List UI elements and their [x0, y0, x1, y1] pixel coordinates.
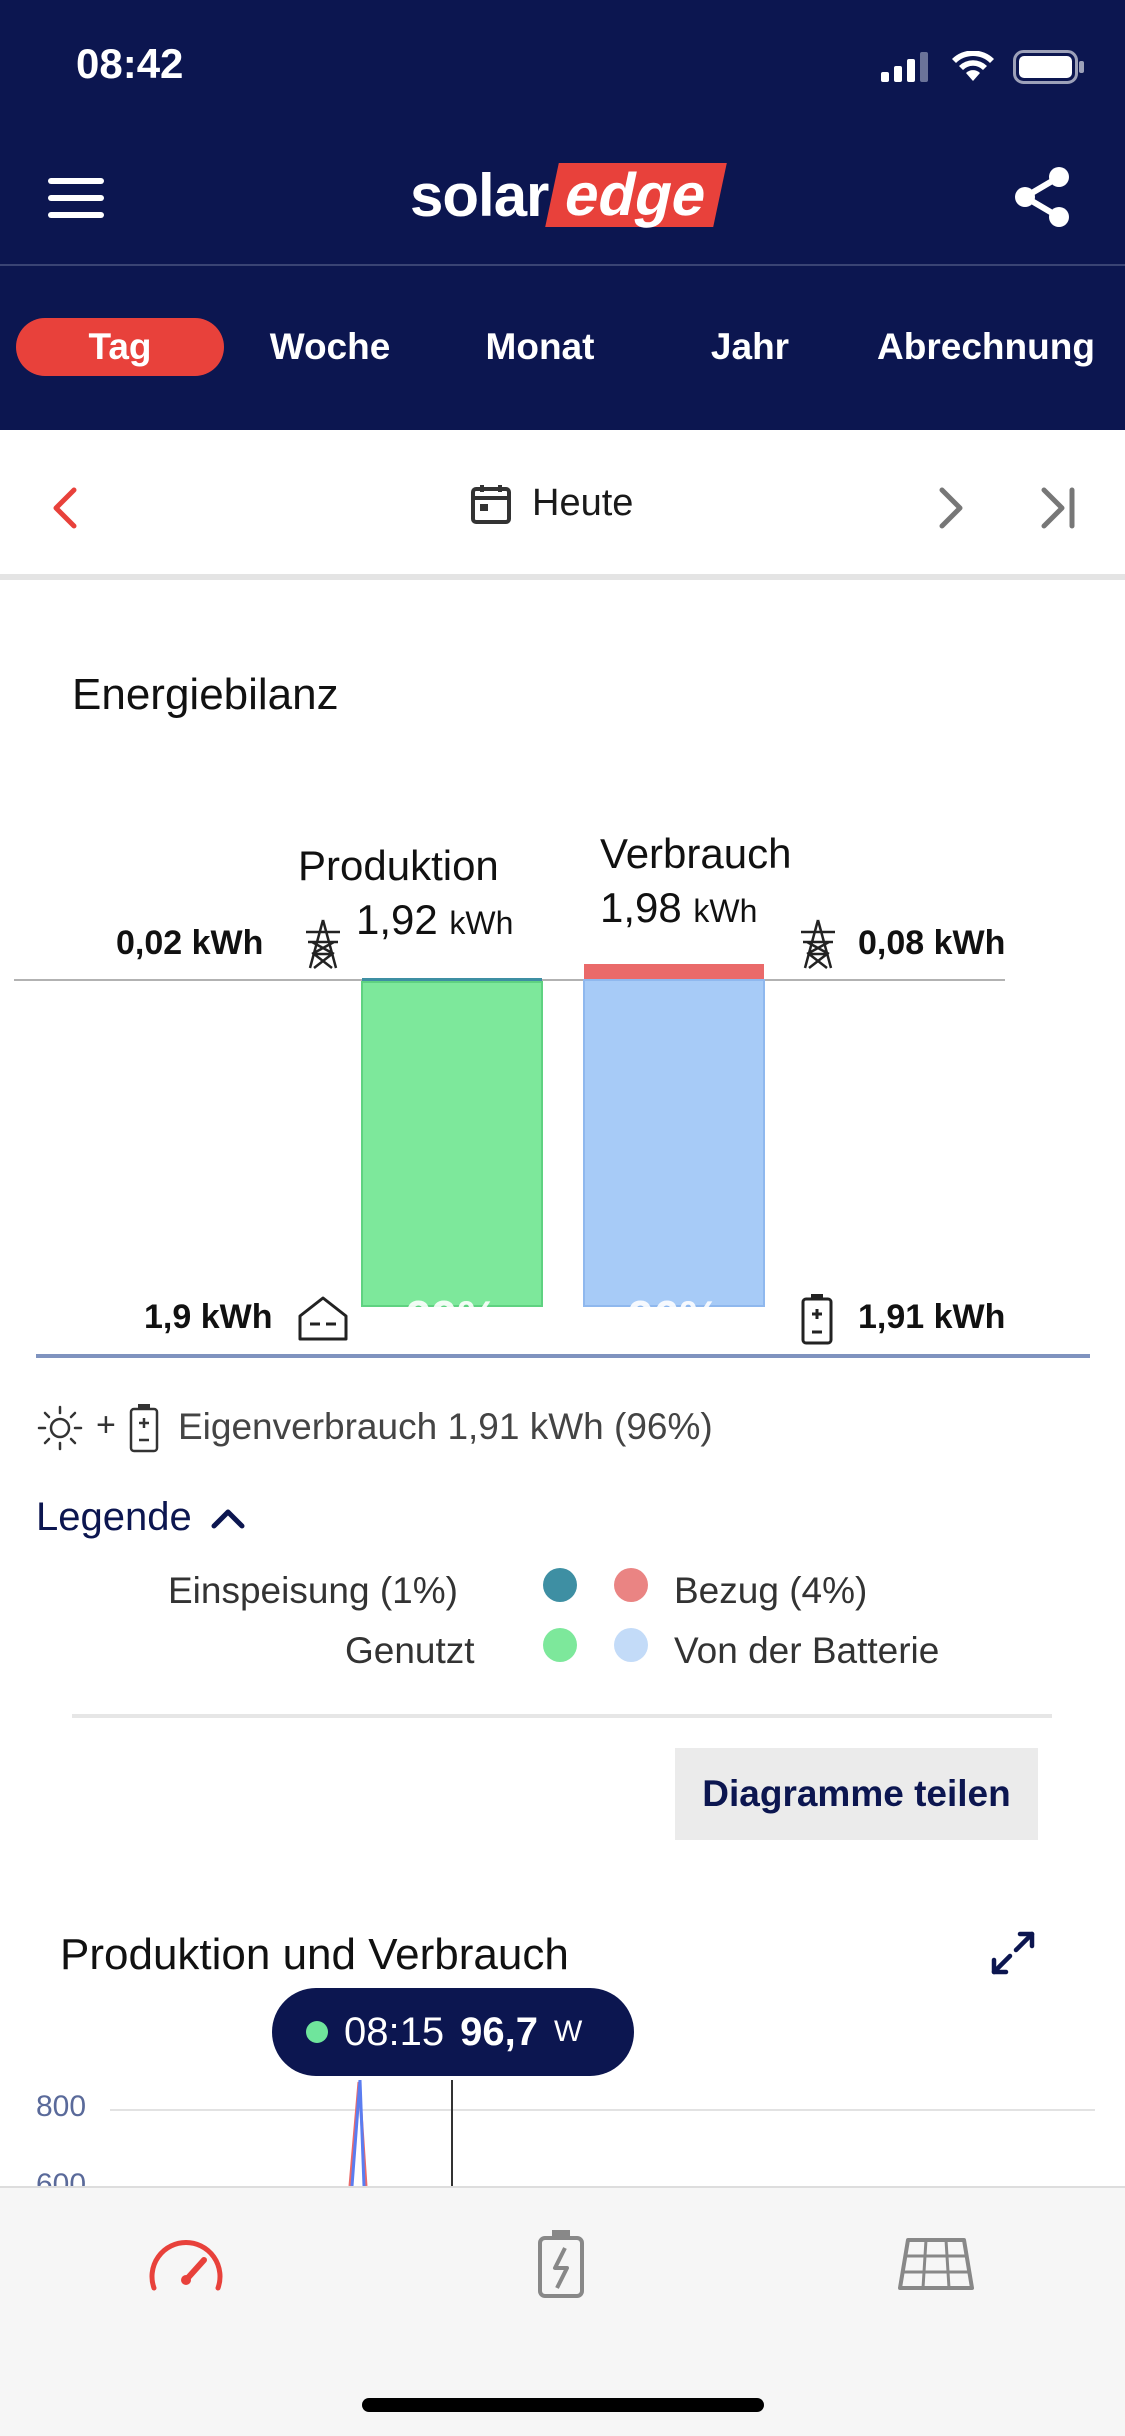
- production-consumption-title: Produktion und Verbrauch: [60, 1930, 569, 1979]
- bottom-navigation: [0, 2186, 1125, 2436]
- chart-tooltip: 08:15 96,7 W: [272, 1988, 634, 2076]
- sun-icon: [37, 1405, 83, 1451]
- date-navigation: Heute: [0, 430, 1125, 580]
- menu-icon[interactable]: [48, 178, 104, 218]
- consumption-import-segment: [584, 964, 764, 980]
- grid-import-value: 0,08 kWh: [858, 924, 1006, 962]
- logo-solar: solar: [410, 161, 549, 229]
- status-time: 08:42: [76, 40, 184, 87]
- legend-battery-label: Von der Batterie: [674, 1630, 940, 1671]
- jump-to-latest-icon[interactable]: [1038, 486, 1078, 530]
- production-label: Produktion: [298, 842, 499, 889]
- tab-year[interactable]: Jahr: [710, 326, 790, 367]
- tab-week[interactable]: Woche: [269, 326, 391, 367]
- legend-import-label: Bezug (4%): [674, 1570, 868, 1611]
- legend-export-label: Einspeisung (1%): [168, 1570, 458, 1611]
- tooltip-unit: W: [553, 2015, 583, 2048]
- production-export-segment: [362, 978, 542, 982]
- wifi-icon: [952, 51, 994, 81]
- solar-panel-icon[interactable]: [896, 2236, 976, 2292]
- tab-billing[interactable]: Abrechnung: [877, 326, 1095, 367]
- from-battery-value: 1,91 kWh: [858, 1298, 1006, 1336]
- production-used-percent: 99%: [405, 1291, 499, 1343]
- consumption-battery-percent: 96%: [627, 1291, 721, 1343]
- battery-storage-icon: [801, 1294, 833, 1345]
- tooltip-time: 08:15: [344, 2009, 445, 2054]
- energy-balance-title: Energiebilanz: [72, 670, 339, 719]
- tooltip-value: 96,7: [460, 2009, 538, 2054]
- grid-tower-icon: [306, 919, 340, 969]
- legend-import-dot: [614, 1568, 648, 1602]
- share-icon[interactable]: [1013, 165, 1073, 229]
- date-picker[interactable]: Heute: [470, 482, 633, 525]
- self-used-value: 1,9 kWh: [144, 1298, 273, 1336]
- production-total: 1,92 kWh: [356, 896, 514, 943]
- home-indicator: [362, 2398, 764, 2412]
- app-header: 08:42 solar edge Tag: [0, 0, 1125, 430]
- energy-balance-chart: [14, 964, 1090, 1358]
- solaredge-logo: solar edge: [410, 160, 728, 230]
- share-charts-button[interactable]: Diagramme teilen: [675, 1748, 1038, 1840]
- cellular-signal-icon: [881, 52, 928, 82]
- production-used-segment: [361, 981, 543, 1307]
- section-divider: [72, 1714, 1052, 1718]
- expand-icon[interactable]: [988, 1928, 1038, 1978]
- production-consumption-chart: [110, 2080, 1095, 2186]
- legend-toggle-label: Legende: [36, 1495, 192, 1539]
- period-tabs: Tag Woche Monat Jahr Abrechnung: [0, 310, 1125, 382]
- tab-day[interactable]: Tag: [16, 318, 224, 376]
- battery-charging-icon[interactable]: [534, 2228, 588, 2300]
- battery-icon: [1013, 50, 1084, 84]
- battery-storage-icon: [129, 1404, 159, 1453]
- legend-battery-dot: [614, 1628, 648, 1662]
- dashboard-gauge-icon[interactable]: [146, 2232, 226, 2296]
- next-day-icon[interactable]: [936, 486, 966, 530]
- previous-day-icon[interactable]: [50, 486, 80, 530]
- date-label: Heute: [532, 482, 634, 524]
- logo-edge: edge: [545, 161, 728, 228]
- header-divider: [0, 264, 1125, 266]
- calendar-icon: [471, 484, 511, 524]
- grid-export-value: 0,02 kWh: [116, 924, 264, 962]
- chevron-up-icon: [211, 1509, 245, 1528]
- production-spike: [350, 2080, 366, 2186]
- grid-tower-icon: [801, 919, 835, 969]
- legend-toggle[interactable]: Legende: [36, 1495, 246, 1540]
- consumption-label: Verbrauch: [600, 830, 792, 877]
- legend-export-dot: [543, 1568, 577, 1602]
- self-consumption-text: Eigenverbrauch 1,91 kWh (96%): [178, 1406, 713, 1447]
- status-icons: [881, 50, 1085, 84]
- y-tick-800: 800: [36, 2090, 87, 2123]
- tab-month[interactable]: Monat: [485, 326, 595, 367]
- plus-sign: +: [96, 1406, 116, 1444]
- consumption-total: 1,98 kWh: [600, 884, 758, 931]
- house-icon: [298, 1296, 348, 1341]
- tooltip-dot: [306, 2021, 328, 2043]
- legend-used-label: Genutzt: [345, 1630, 475, 1671]
- consumption-battery-segment: [583, 979, 765, 1307]
- legend-used-dot: [543, 1628, 577, 1662]
